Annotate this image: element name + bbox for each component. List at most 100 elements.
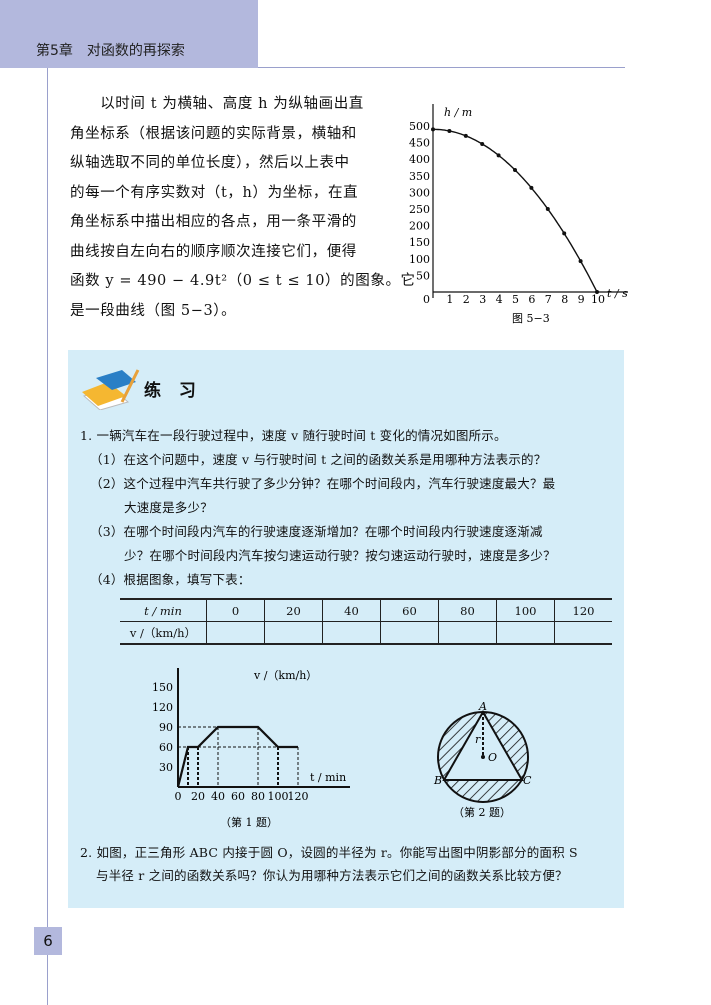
- fill-in-table: t / min 0 20 40 60 80 100 120 v /（km/h）: [120, 598, 612, 645]
- blank-cell[interactable]: [438, 621, 497, 645]
- question-1-3: （3）在哪个时间段内汽车的行驶速度逐渐增加？在哪个时间段内行驶速度逐渐减: [90, 524, 543, 539]
- blank-cell[interactable]: [496, 621, 555, 645]
- table-cell: 0: [206, 598, 265, 622]
- y-tick-label: 200: [409, 220, 430, 233]
- x-tick-label: 9: [578, 293, 585, 306]
- data-point: [447, 128, 452, 133]
- question-1-1: （1）在这个问题中，速度 v 与行驶时间 t 之间的函数关系是用哪种方法表示的？: [90, 452, 547, 467]
- y-tick-label: 300: [409, 186, 430, 199]
- y-tick-label: 120: [152, 701, 173, 714]
- page-number: 6: [34, 927, 62, 955]
- y-tick-label: 450: [409, 137, 430, 150]
- y-tick-label: 350: [409, 170, 430, 183]
- blank-cell[interactable]: [264, 621, 323, 645]
- triangle-abc: [442, 709, 524, 781]
- y-axis-label: h / m: [444, 106, 472, 119]
- x-tick-label: 0: [175, 790, 182, 803]
- speed-line: [176, 725, 298, 788]
- data-point: [463, 133, 468, 138]
- paragraph-line: 的每一个有序实数对（t，h）为坐标，在直: [70, 184, 359, 201]
- y-tick-label: 30: [159, 761, 173, 774]
- caption: 图 5−3: [512, 312, 550, 325]
- table-row: t / min 0 20 40 60 80 100 120: [120, 598, 612, 622]
- question-1: 1. 一辆汽车在一段行驶过程中，速度 v 随行驶时间 t 变化的情况如图所示。: [80, 428, 507, 443]
- table-cell: 20: [264, 598, 323, 622]
- y-tick-label: 60: [159, 741, 173, 754]
- data-point: [595, 290, 599, 294]
- label-c: C: [523, 774, 532, 787]
- table-cell: 120: [554, 598, 612, 622]
- row-header: v /（km/h）: [120, 621, 207, 645]
- paragraph-line: 纵轴选取不同的单位长度），然后以上表中: [70, 155, 350, 171]
- question-1-3-cont: 少？在哪个时间段内汽车按匀速运动行驶？按匀速运动行驶时，速度是多少？: [124, 548, 556, 563]
- data-point: [513, 167, 517, 172]
- paragraph-line: 是一段曲线（图 5−3）。: [70, 302, 237, 319]
- question-1-2-cont: 大速度是多少？: [124, 500, 213, 515]
- y-axis-label: v /（km/h）: [253, 669, 317, 682]
- question-1-2: （2）这个过程中汽车共行驶了多少分钟？在哪个时间段内，汽车行驶速度最大？最: [90, 476, 556, 491]
- figure-5-3: 图 5−3 h / m t / s 0 1 2 3 4 5 6 7 8 9 10 50 100 150 20…: [409, 104, 628, 325]
- x-tick-label: 7: [545, 293, 552, 306]
- x-tick-label: 120: [288, 790, 309, 803]
- y-tick-label: 150: [152, 681, 173, 694]
- y-tick-label: 250: [409, 203, 430, 216]
- y-tick-label: 90: [159, 721, 173, 734]
- x-tick-label: 60: [231, 790, 245, 803]
- y-tick-label: 100: [409, 253, 430, 266]
- data-point: [578, 259, 583, 264]
- x-tick-label: 20: [191, 790, 205, 803]
- figure-inscribed-triangle: A B C O r （第 2 题）: [433, 700, 532, 819]
- question-1-4: （4）根据图象，填写下表：: [90, 572, 251, 587]
- y-tick-label: 50: [416, 269, 430, 282]
- y-tick-label: 500: [409, 120, 430, 133]
- curve: [433, 128, 598, 293]
- table-row: v /（km/h）: [120, 621, 612, 645]
- x-tick-label: 2: [463, 293, 470, 306]
- blank-cell[interactable]: [554, 621, 612, 645]
- y-tick-label: 150: [409, 236, 430, 249]
- question-2-cont: 与半径 r 之间的函数关系吗？你认为用哪种方法表示它们之间的函数关系比较方便？: [96, 868, 568, 883]
- caption: （第 1 题）: [220, 815, 278, 829]
- caption: （第 2 题）: [453, 805, 511, 819]
- header-divider: [258, 67, 625, 68]
- x-tick-label: 80: [251, 790, 265, 803]
- exercise-title: 练 习: [144, 381, 202, 401]
- x-tick-label: 5: [512, 293, 519, 306]
- x-tick-label: 1: [446, 293, 453, 306]
- x-tick-label: 100: [268, 790, 289, 803]
- x-tick-label: 6: [528, 293, 535, 306]
- data-point: [529, 185, 534, 190]
- table-cell: 40: [322, 598, 381, 622]
- margin-line: [47, 68, 48, 1005]
- y-tick-label: 400: [409, 153, 430, 166]
- label-r: r: [475, 733, 481, 746]
- data-point: [562, 231, 567, 236]
- table-cell: 80: [438, 598, 497, 622]
- paragraph-line: 函数 y = 490 − 4.9t²（0 ≤ t ≤ 10）的图象。它: [70, 273, 416, 289]
- chapter-title: 第5章 对函数的再探索: [36, 43, 185, 59]
- data-point: [496, 153, 501, 158]
- x-tick-label: 3: [479, 293, 486, 306]
- x-axis-label: t / s: [607, 287, 628, 300]
- exercise-box: 练 习 1. 一辆汽车在一段行驶过程中，速度 v 随行驶时间 t 变化的情况如图…: [68, 350, 624, 908]
- paragraph-line: 曲线按自左向右的顺序顺次连接它们，便得: [70, 243, 357, 260]
- chapter-header: 第5章 对函数的再探索: [0, 0, 258, 68]
- paragraph: 以时间 t 为横轴、高度 h 为纵轴画出直 角坐标系（根据该问题的实际背景，横轴…: [70, 90, 416, 326]
- x-axis-label: t / min: [310, 771, 346, 784]
- label-b: B: [433, 774, 442, 787]
- question-2: 2. 如图，正三角形 ABC 内接于圆 O，设圆的半径为 r。你能写出图中阴影部…: [80, 845, 578, 860]
- x-tick-label: 4: [496, 293, 503, 306]
- data-point: [431, 127, 435, 132]
- paragraph-line: 角坐标系（根据该问题的实际背景，横轴和: [70, 125, 357, 142]
- x-tick-label: 10: [591, 293, 605, 306]
- blank-cell[interactable]: [322, 621, 381, 645]
- data-point: [545, 207, 550, 212]
- blank-cell[interactable]: [380, 621, 439, 645]
- row-header: t / min: [120, 598, 207, 622]
- x-tick-label: 40: [211, 790, 225, 803]
- label-a: A: [478, 700, 487, 713]
- blank-cell[interactable]: [206, 621, 265, 645]
- x-tick-label: 0: [423, 293, 430, 306]
- table-cell: 100: [496, 598, 555, 622]
- paragraph-line: 角坐标系中描出相应的各点，用一条平滑的: [70, 214, 357, 230]
